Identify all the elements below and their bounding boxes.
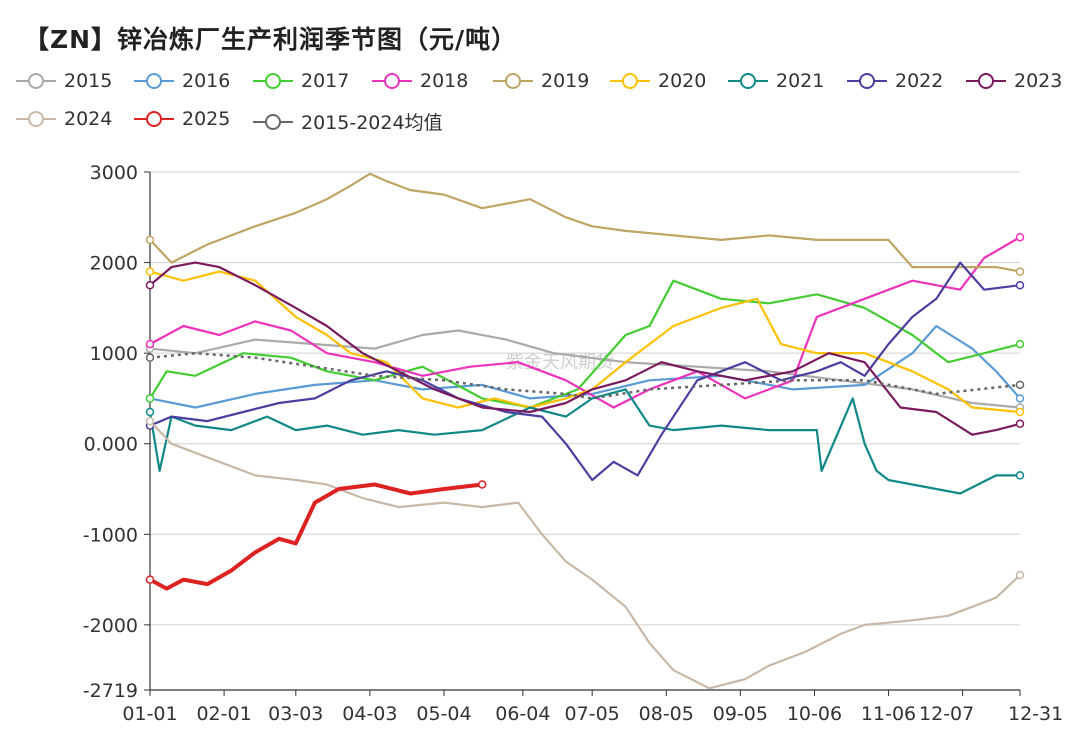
y-tick-label: -2719 (83, 680, 138, 702)
legend-label: 2023 (1014, 70, 1063, 92)
series-point (1015, 267, 1025, 276)
x-tick-label: 10-06 (787, 703, 842, 725)
series-point (1015, 570, 1025, 580)
legend-label: 2015-2024均值 (301, 112, 443, 134)
y-tick-label: 2000 (90, 253, 138, 275)
x-tick-label: 09-05 (713, 703, 768, 725)
legend-item-2020[interactable]: 2020 (608, 70, 706, 92)
legend-marker-icon (847, 73, 887, 89)
series-line-2024 (149, 420, 1021, 690)
legend-label: 2019 (541, 70, 590, 92)
legend-label: 2015 (64, 70, 113, 92)
y-tick-label: -1000 (83, 524, 138, 546)
x-tick-label: 05-04 (416, 703, 471, 725)
series-point (145, 235, 155, 245)
series-point (1015, 280, 1025, 290)
series-line-2022 (149, 261, 1021, 482)
series-line-2025 (149, 482, 483, 591)
legend-label: 2016 (182, 70, 231, 92)
legend-marker-icon (134, 73, 174, 89)
legend-label: 2018 (420, 70, 469, 92)
series-line-2019 (149, 172, 1021, 273)
series-point (1015, 394, 1025, 403)
legend-label: 2024 (64, 108, 113, 130)
x-tick-label: 12-31 (1008, 703, 1063, 725)
legend-item-2018[interactable]: 2018 (370, 70, 468, 92)
series-line-2021 (148, 388, 1020, 495)
legend-label: 2020 (658, 70, 707, 92)
legend-item-2019[interactable]: 2019 (491, 70, 589, 92)
x-tick-label: 01-01 (122, 703, 177, 725)
series-point (145, 339, 155, 349)
series-point (477, 480, 487, 489)
legend-marker-icon (372, 73, 412, 89)
y-tick-label: 1000 (90, 343, 138, 365)
series-point (1015, 407, 1025, 417)
series-line-2018 (149, 236, 1021, 409)
legend-marker-icon (728, 73, 768, 89)
x-tick-label: 04-03 (342, 703, 397, 725)
legend-label: 2021 (776, 70, 825, 92)
legend-item-2023[interactable]: 2023 (964, 70, 1062, 92)
x-tick-label: 12-07 (919, 703, 974, 725)
legend-item-2021[interactable]: 2021 (726, 70, 824, 92)
series-line-2016 (149, 324, 1021, 409)
legend-label: 2017 (301, 70, 350, 92)
series-point (145, 407, 155, 417)
legend-marker-icon (253, 113, 293, 130)
y-tick-label: -2000 (83, 615, 138, 637)
legend-item-2016[interactable]: 2016 (132, 70, 230, 92)
series-line-2020 (149, 270, 1021, 414)
y-tick-label: 3000 (90, 162, 138, 184)
legend-marker-icon (16, 111, 56, 127)
x-tick-label: 03-03 (268, 703, 323, 725)
legend-marker-icon (610, 73, 650, 89)
series-line-2015-2024均值 (149, 351, 1021, 400)
y-tick-label: 0.000 (84, 434, 138, 456)
legend-label: 2025 (182, 108, 231, 130)
series-point (1015, 419, 1025, 429)
legend-item-2022[interactable]: 2022 (845, 70, 943, 92)
series-point (145, 394, 155, 403)
legend-marker-icon (134, 111, 174, 127)
series-point (145, 267, 155, 276)
watermark: 紫金天风期货 (506, 352, 614, 373)
series-point (1015, 471, 1025, 480)
x-tick-label: 08-05 (639, 703, 694, 725)
series-point (1015, 380, 1025, 390)
series-point (1015, 339, 1025, 349)
series-point (1015, 232, 1025, 242)
legend-marker-icon (253, 73, 293, 89)
legend-item-2025[interactable]: 2025 (132, 108, 230, 130)
series-point (145, 575, 155, 584)
legend-marker-icon (16, 73, 56, 89)
series-point (145, 353, 155, 362)
series-line-2015 (149, 329, 1021, 409)
x-tick-label: 02-01 (196, 703, 251, 725)
chart-title: 【ZN】锌冶炼厂生产利润季节图（元/吨） (24, 25, 518, 54)
x-tick-label: 07-05 (565, 703, 620, 725)
series-point (145, 280, 155, 290)
legend-item-2015-2024均值[interactable]: 2015-2024均值 (251, 108, 443, 135)
legend-label: 2022 (895, 70, 944, 92)
legend-marker-icon (493, 73, 533, 89)
series-line-2023 (149, 261, 1021, 436)
series-line-2017 (149, 279, 1021, 409)
series-point (145, 416, 155, 426)
x-tick-label: 11-06 (861, 703, 916, 725)
legend-marker-icon (966, 73, 1006, 89)
legend-item-2015[interactable]: 2015 (14, 70, 112, 92)
legend-item-2024[interactable]: 2024 (14, 108, 112, 130)
legend-item-2017[interactable]: 2017 (251, 70, 349, 92)
x-tick-label: 06-04 (495, 703, 550, 725)
